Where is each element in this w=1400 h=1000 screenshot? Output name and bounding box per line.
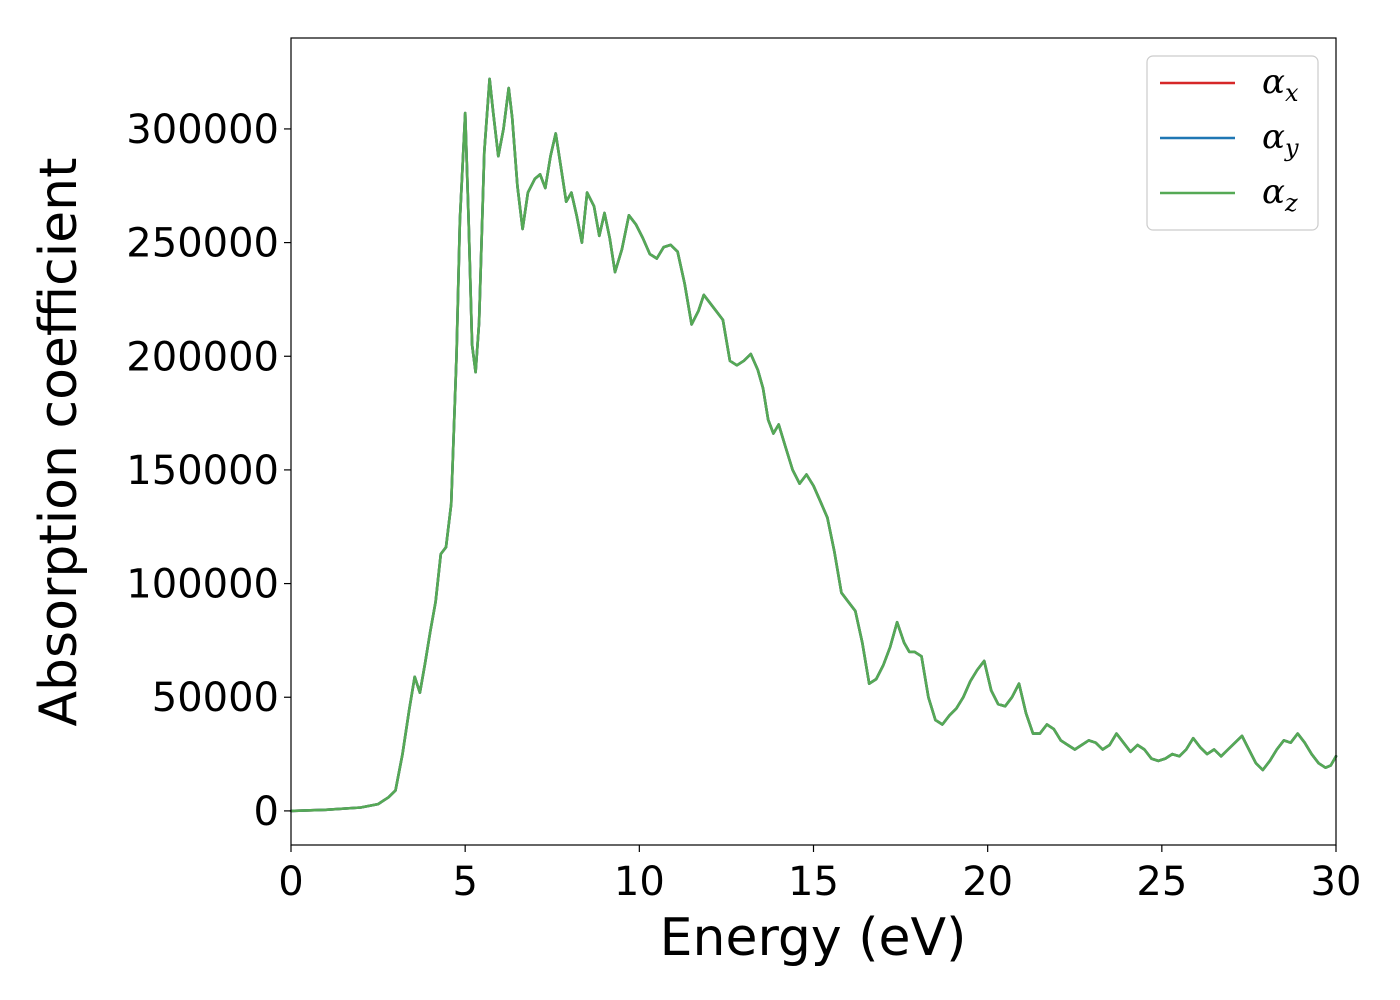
legend-label-alpha-z: αz: [1262, 172, 1298, 217]
y-tick-label: 200000: [126, 334, 279, 380]
x-tick-label: 0: [278, 859, 303, 905]
x-tick-label: 30: [1311, 859, 1362, 905]
series-line-alpha-z: [289, 77, 1338, 813]
x-tick-label: 15: [788, 859, 839, 905]
legend-label-alpha-y: αy: [1262, 117, 1299, 162]
y-tick-label: 0: [254, 789, 279, 835]
y-tick-label: 300000: [126, 107, 279, 153]
y-tick-label: 50000: [152, 675, 279, 721]
x-axis-label: Energy (eV): [660, 908, 967, 968]
y-tick-label: 150000: [126, 448, 279, 494]
y-tick-label: 250000: [126, 221, 279, 267]
legend: αx αy αz: [1146, 55, 1319, 231]
x-axis: 0 5 10 15 20 25 30: [278, 845, 1361, 905]
x-tick-label: 25: [1136, 859, 1187, 905]
y-tick-label: 100000: [126, 562, 279, 608]
series-layer: [289, 77, 1338, 813]
legend-label-alpha-x: αx: [1262, 62, 1299, 107]
x-tick-label: 20: [962, 859, 1013, 905]
legend-box: [1146, 55, 1319, 231]
y-axis-label: Absorption coefficient: [29, 157, 89, 726]
x-tick-label: 5: [452, 859, 477, 905]
x-tick-label: 10: [614, 859, 665, 905]
y-axis: 0 50000 100000 150000 200000 250000 300000: [126, 107, 291, 835]
